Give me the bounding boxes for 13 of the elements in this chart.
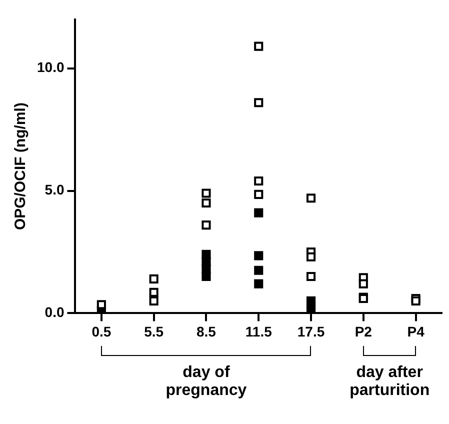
x-tick-label: 0.5 xyxy=(92,323,112,340)
y-axis-title: OPG/OCIF (ng/ml) xyxy=(12,102,30,230)
x-tick-label: 5.5 xyxy=(144,323,164,340)
x-tick-label: P2 xyxy=(354,323,372,340)
y-tick-label: 5.0 xyxy=(44,182,64,198)
y-tick-label: 10.0 xyxy=(37,59,64,76)
text: day of pregnancy xyxy=(164,364,248,400)
y-tick-label: 0.0 xyxy=(44,304,64,320)
x-tick-label: 8.5 xyxy=(196,323,216,340)
x-tick-label: 11.5 xyxy=(245,323,272,340)
text: day after parturition xyxy=(348,364,431,400)
x-tick-label: 17.5 xyxy=(297,323,325,340)
x-tick-label: P4 xyxy=(407,323,425,340)
